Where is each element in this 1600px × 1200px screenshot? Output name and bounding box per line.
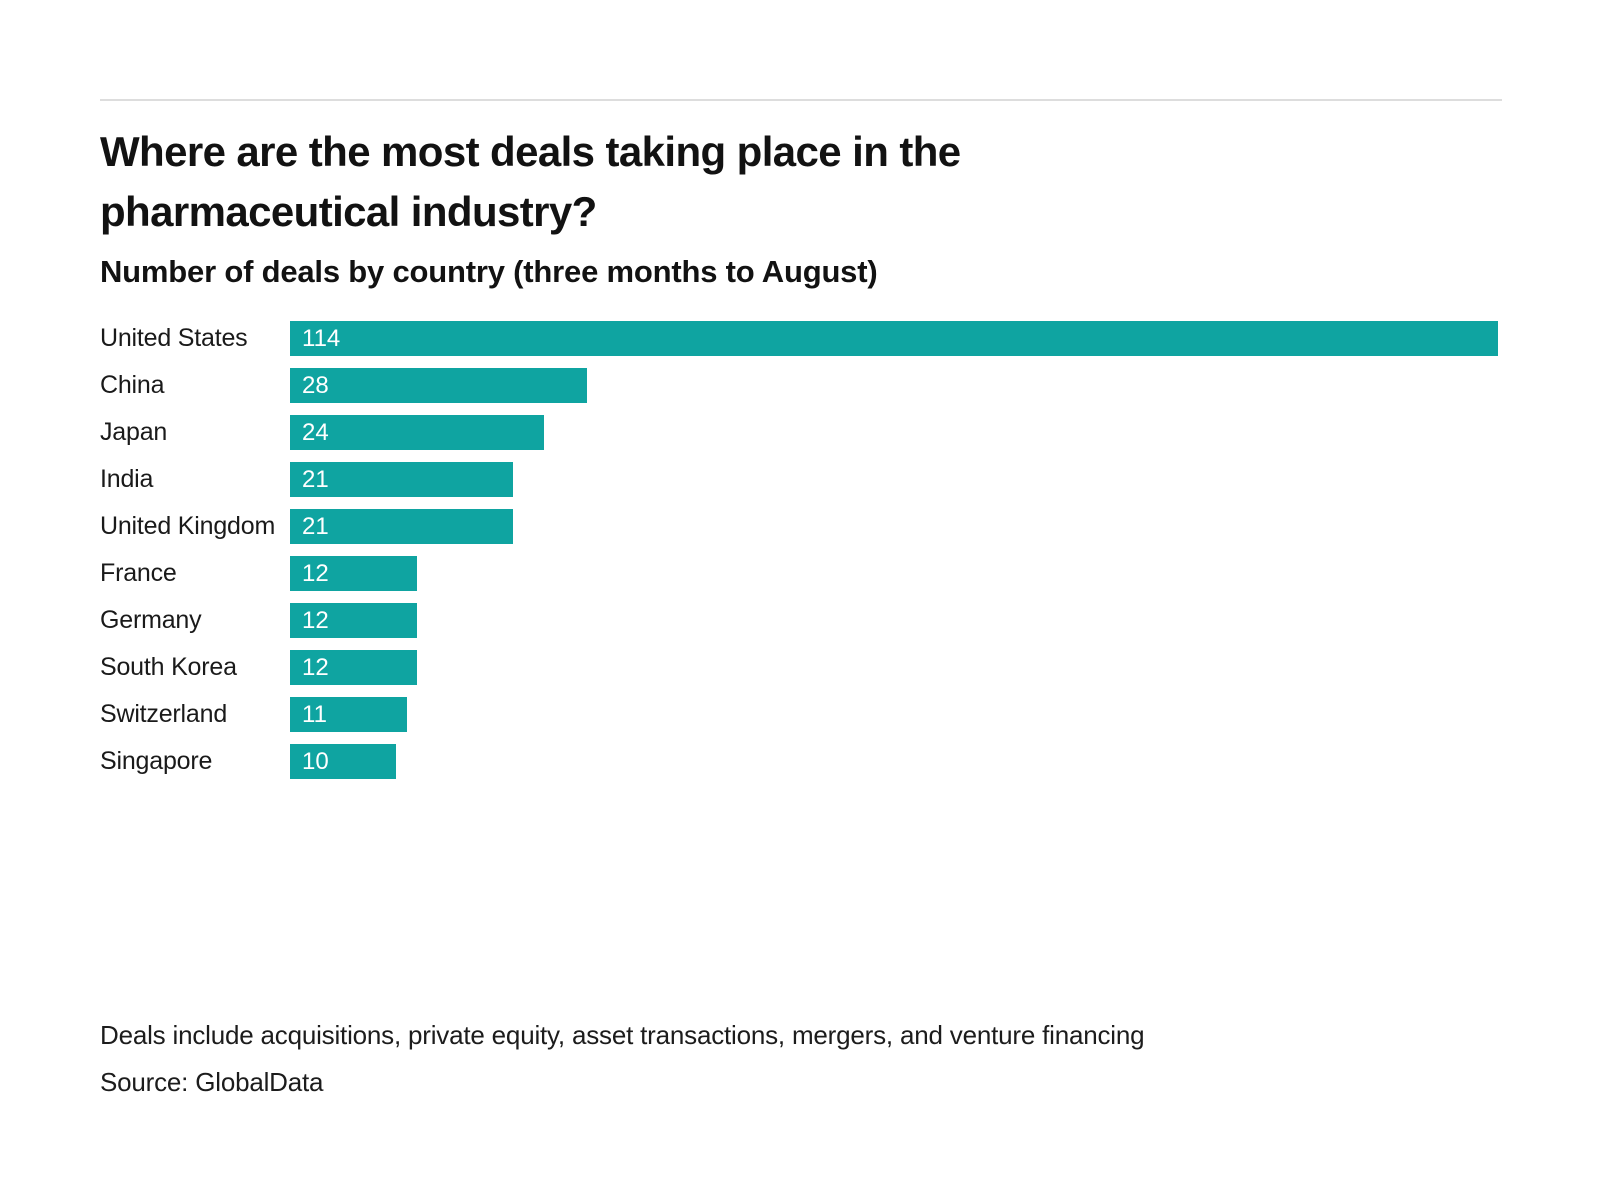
footnote: Deals include acquisitions, private equi… — [100, 1020, 1145, 1050]
chart-footer: Deals include acquisitions, private equi… — [100, 1012, 1145, 1106]
bar-track: 114 — [290, 321, 1498, 356]
bar-value-label: 24 — [302, 418, 329, 446]
chart-row: Japan 24 — [100, 415, 1498, 450]
category-label: Singapore — [100, 747, 213, 775]
bar-value-label: 21 — [302, 465, 329, 493]
bar: 24 — [290, 415, 545, 450]
chart-row: United States 114 — [100, 321, 1498, 356]
category-label: United States — [100, 324, 248, 352]
bar-track: 21 — [290, 509, 1498, 544]
bar-value-label: 12 — [302, 653, 329, 681]
bar: 28 — [290, 368, 587, 403]
bar-track: 10 — [290, 744, 1498, 779]
bar-value-label: 114 — [302, 324, 341, 352]
bar: 10 — [290, 744, 396, 779]
chart-subtitle: Number of deals by country (three months… — [100, 254, 878, 289]
category-label: Germany — [100, 606, 202, 634]
bar: 21 — [290, 462, 513, 497]
bar: 12 — [290, 603, 418, 638]
bar: 114 — [290, 321, 1498, 356]
source-line: Source: GlobalData — [100, 1067, 324, 1097]
bar-value-label: 21 — [302, 512, 329, 540]
bar: 11 — [290, 697, 407, 732]
chart-row: Germany 12 — [100, 603, 1498, 638]
category-label: India — [100, 465, 154, 493]
top-divider — [100, 99, 1502, 101]
bar-value-label: 12 — [302, 606, 329, 634]
bar-track: 12 — [290, 650, 1498, 685]
bar: 12 — [290, 650, 418, 685]
chart-row: South Korea 12 — [100, 650, 1498, 685]
chart-row: France 12 — [100, 556, 1498, 591]
bar-track: 28 — [290, 368, 1498, 403]
chart-rows: United States 114 China 28 Japan 24 India 21 Uni… — [100, 321, 1498, 779]
bar-value-label: 12 — [302, 559, 329, 587]
category-label: China — [100, 371, 165, 399]
bar-value-label: 11 — [302, 700, 327, 728]
chart-row: China 28 — [100, 368, 1498, 403]
bar-value-label: 28 — [302, 371, 329, 399]
bar: 12 — [290, 556, 418, 591]
page-title: Where are the most deals taking place in… — [100, 128, 961, 235]
bar-chart: United States 114 China 28 Japan 24 India 21 Uni… — [100, 321, 1498, 791]
category-label: Switzerland — [100, 700, 228, 728]
bar-track: 24 — [290, 415, 1498, 450]
category-label: France — [100, 559, 177, 587]
bar-value-label: 10 — [302, 747, 329, 775]
bar-track: 11 — [290, 697, 1498, 732]
chart-row: United Kingdom 21 — [100, 509, 1498, 544]
category-label: South Korea — [100, 653, 237, 681]
bar-track: 21 — [290, 462, 1498, 497]
bar-track: 12 — [290, 556, 1498, 591]
bar-track: 12 — [290, 603, 1498, 638]
chart-row: Switzerland 11 — [100, 697, 1498, 732]
bar: 21 — [290, 509, 513, 544]
chart-row: India 21 — [100, 462, 1498, 497]
category-label: Japan — [100, 418, 168, 446]
chart-row: Singapore 10 — [100, 744, 1498, 779]
category-label: United Kingdom — [100, 512, 276, 540]
